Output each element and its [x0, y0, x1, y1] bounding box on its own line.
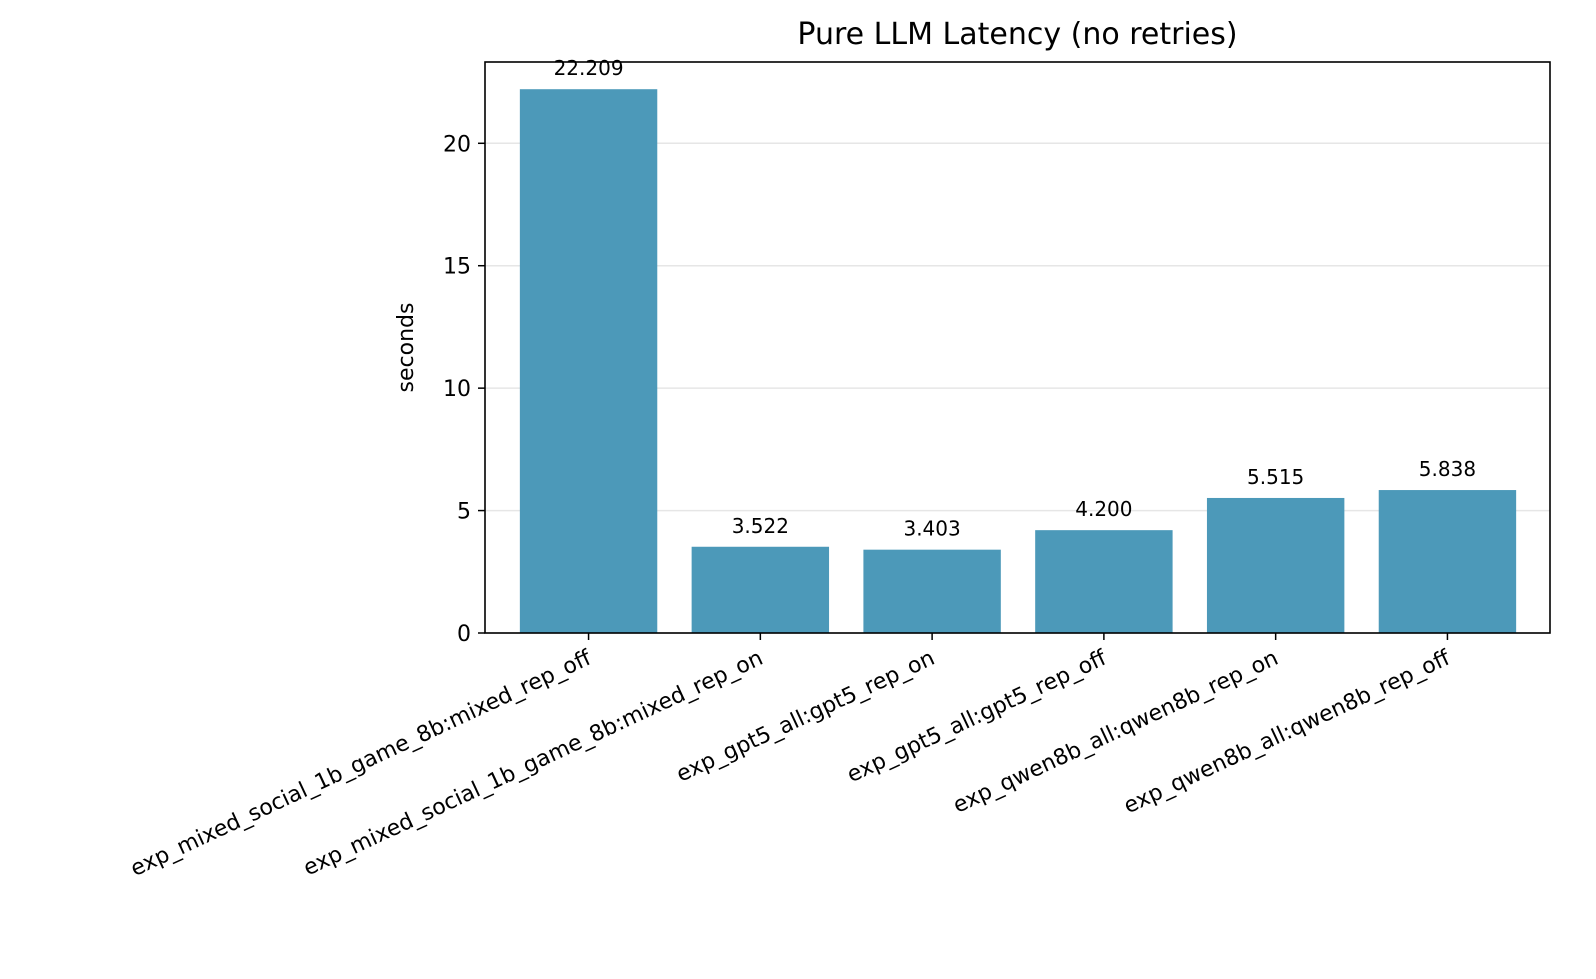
bars: [519, 89, 1517, 633]
value-label: 22.209: [554, 56, 624, 80]
x-tick-label: exp_qwen8b_all:qwen8b_rep_off: [1120, 645, 1455, 819]
y-tick-label: 20: [443, 132, 471, 157]
x-tick-label: exp_qwen8b_all:qwen8b_rep_on: [949, 646, 1282, 819]
plot-frame: [484, 61, 1551, 634]
bar: [691, 546, 830, 633]
value-label: 5.838: [1419, 457, 1476, 481]
y-tick-label: 10: [443, 377, 471, 402]
x-axis-ticks: exp_mixed_social_1b_game_8b:mixed_rep_of…: [127, 633, 1455, 882]
y-axis-label: seconds: [394, 303, 419, 393]
bar: [1035, 530, 1173, 633]
value-label: 5.515: [1247, 465, 1304, 489]
bar: [863, 549, 1001, 633]
value-label: 3.522: [732, 514, 789, 538]
y-tick-label: 5: [457, 500, 471, 525]
bar: [1206, 497, 1345, 633]
value-label: 4.200: [1075, 497, 1132, 521]
chart-title: Pure LLM Latency (no retries): [797, 17, 1237, 52]
bar: [519, 89, 658, 633]
y-tick-label: 15: [443, 255, 471, 280]
value-label: 3.403: [903, 517, 960, 541]
y-tick-label: 0: [457, 622, 471, 647]
bar: [1378, 490, 1517, 633]
value-labels: 22.209 3.522 3.403 4.200 5.515 5.838: [554, 56, 1476, 540]
y-axis-ticks: 0 5 10 15 20: [443, 132, 485, 647]
